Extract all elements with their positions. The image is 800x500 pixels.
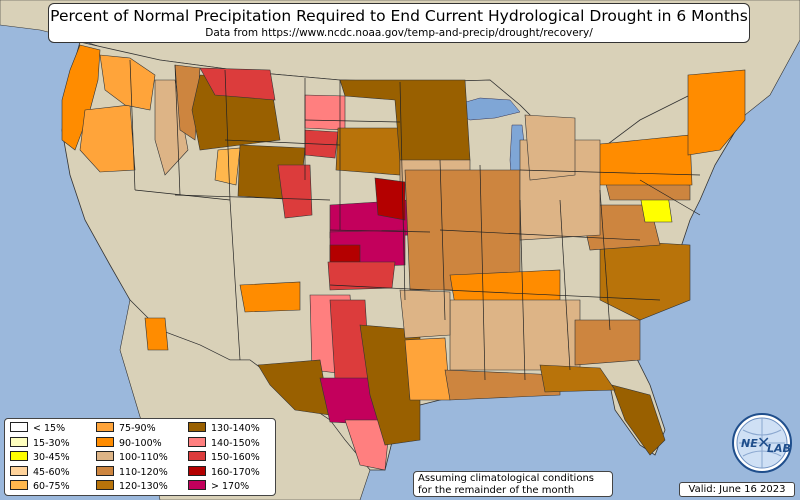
legend-swatch [188,451,206,461]
legend-label: < 15% [33,423,66,434]
legend-item: 120-130% [96,480,168,493]
legend-item: 45-60% [10,465,70,479]
legend-item: 140-150% [188,436,260,450]
region-pacific-northwest-coast [61,44,101,151]
region-new-england [687,69,746,156]
legend-item: 130-140% [188,422,260,435]
legend-swatch [188,480,206,490]
region-oklahoma-north [327,261,396,291]
region-missouri-illinois [404,169,521,291]
logo-text-right: LAB [767,442,791,455]
region-southwest-new-mexico [239,281,301,313]
legend-label: 30-45% [33,452,70,463]
region-florida-east [539,364,616,393]
legend-swatch [10,422,28,432]
region-texas-south [344,419,391,471]
region-nebraska-southeast [374,177,406,221]
region-south-dakota-east [335,127,401,176]
map-subtitle: Data from https://www.ncdc.noaa.gov/temp… [205,27,593,39]
legend-label: 120-130% [119,481,168,492]
region-washington-east [99,54,156,111]
region-southeast-interior [449,299,581,371]
assumption-note-line-1: Assuming climatological conditions [418,473,594,484]
region-carolinas [599,239,691,321]
region-kansas-southwest [329,244,361,263]
assumption-note-line-2: for the remainder of the month [418,485,575,496]
title-panel: Percent of Normal Precipitation Required… [48,3,750,43]
region-arizona-southwest [144,317,169,351]
legend-swatch [96,436,114,447]
nexlab-logo-icon: NE ✕ LAB [732,413,792,473]
region-wyoming-west [214,147,241,186]
legend-swatch [10,465,28,476]
legend-item: 100-110% [96,451,168,464]
legend-item: 160-170% [188,465,260,479]
legend-label: 160-170% [211,466,260,478]
legend-label: 140-150% [211,437,260,449]
logo-text-left: NE [741,437,758,450]
legend-swatch [96,480,114,490]
legend-label: 15-30% [33,437,70,449]
region-gulf-coast [444,369,561,401]
drought-regions [61,44,746,471]
legend-item: 110-120% [96,465,168,479]
region-florida-peninsula [611,384,666,456]
legend-label: 45-60% [33,466,70,478]
valid-date: Valid: June 16 2023 [679,482,795,497]
legend-label: 130-140% [211,423,260,434]
region-michigan [524,114,576,181]
legend-label: 100-110% [119,452,168,463]
legend-item: < 15% [10,422,65,435]
legend-label: > 170% [211,481,250,492]
legend-swatch [10,436,28,447]
region-colorado-east [277,164,313,219]
region-georgia-north [574,319,641,366]
legend-swatch [188,436,206,447]
legend-item: 75-90% [96,422,156,435]
legend-swatch [188,422,206,432]
region-montana-northeast [199,67,276,101]
legend-item: > 170% [188,480,249,493]
legend-item: 150-160% [188,451,260,464]
legend-item: 60-75% [10,480,70,493]
state-boundaries [129,59,701,381]
assumption-note: Assuming climatological conditions for t… [413,471,613,497]
legend-label: 90-100% [119,437,162,449]
legend-label: 150-160% [211,452,260,463]
legend-swatch [96,422,114,432]
region-montana-west [174,64,201,141]
legend-label: 75-90% [119,423,156,434]
map-title: Percent of Normal Precipitation Required… [50,7,748,25]
region-idaho-north [154,79,189,176]
region-texas-west [257,359,331,416]
region-oregon-west [79,104,136,173]
legend-item: 15-30% [10,436,70,450]
legend-item: 90-100% [96,436,162,450]
legend-item: 30-45% [10,451,70,464]
region-north-dakota-east [304,94,346,131]
legend-swatch [10,451,28,461]
legend-swatch [96,465,114,476]
legend-label: 60-75% [33,481,70,492]
region-louisiana [404,337,451,401]
logo-x-mark: ✕ [757,433,770,452]
region-arkansas [399,289,451,339]
legend-label: 110-120% [119,466,168,478]
legend: < 15% 15-30% 30-45% 45-60% 60-75% 75-90% 90-10… [4,418,276,496]
legend-swatch [96,451,114,461]
legend-swatch [10,480,28,490]
legend-swatch [188,465,206,476]
